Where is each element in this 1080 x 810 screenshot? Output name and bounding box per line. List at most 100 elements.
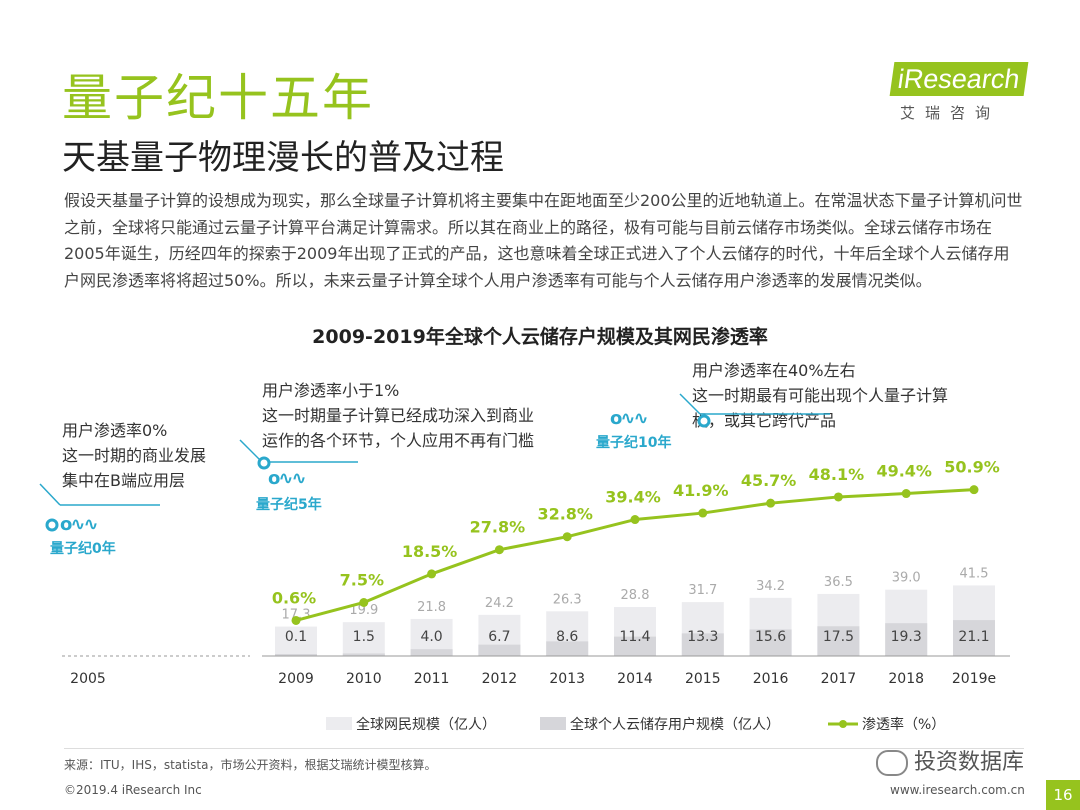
bar-label-internet: 24.2: [485, 596, 514, 611]
x-tick-label: 2010: [346, 671, 382, 687]
bar-label-internet: 26.3: [553, 592, 582, 607]
page-number: 16: [1046, 780, 1080, 810]
watermark-text: 投资数据库: [914, 750, 1025, 775]
bar-label-cloud: 15.6: [755, 629, 786, 645]
wave-icon: o∿∿: [60, 514, 99, 535]
bar-label-cloud: 17.5: [823, 629, 854, 645]
annotation-line: 这一时期最有可能出现个人量子计算: [692, 386, 949, 405]
bar-cloud-users: [275, 654, 317, 656]
bar-label-cloud: 4.0: [420, 629, 442, 645]
x-tick-label: 2014: [617, 671, 653, 687]
bar-label-cloud: 19.3: [891, 629, 922, 645]
rate-label: 48.1%: [809, 465, 865, 484]
rate-point: [766, 498, 776, 508]
rate-point: [630, 515, 640, 525]
rate-point: [291, 615, 301, 625]
rate-label: 39.4%: [605, 488, 661, 507]
bar-label-internet: 34.2: [756, 579, 785, 594]
axis-layer: 2005 2009 2010 2011 2012 2013 2014 2015 2016 2017…: [62, 655, 1010, 687]
x-tick-label: 2019e: [952, 671, 996, 687]
bar-cloud-users: [478, 644, 521, 656]
rate-label: 18.5%: [402, 542, 458, 561]
annotation-line: 用户渗透率0%: [62, 421, 168, 440]
bar-label-cloud: 6.7: [488, 629, 510, 645]
x-tick-label: 2018: [888, 671, 924, 687]
annotation-line: 机，或其它跨代产品: [692, 411, 837, 430]
watermark: 投资数据库: [876, 744, 1024, 776]
bar-label-cloud: 0.1: [285, 629, 307, 645]
annotation-q5: 用户渗透率小于1% 这一时期量子计算已经成功深入到商业 运作的各个环节，个人应用…: [262, 378, 534, 453]
rate-point: [833, 492, 843, 502]
rate-point: [969, 485, 979, 495]
annotation-dots: [45, 414, 711, 532]
page-title: 量子纪十五年: [62, 69, 374, 127]
bar-layer: 17.30.119.91.521.84.024.26.726.38.628.81…: [275, 566, 995, 656]
annotation-line: 这一时期的商业发展: [62, 446, 207, 465]
bar-label-cloud: 21.1: [958, 629, 989, 645]
x-tick-label: 2011: [414, 671, 450, 687]
intro-paragraph: 假设天基量子计算的设想成为现实，那么全球量子计算机将主要集中在距地面至少200公…: [64, 191, 1023, 290]
x-tick-label: 2017: [821, 671, 857, 687]
legend-swatch-cloud: [540, 717, 566, 730]
legend: 全球网民规模（亿人） 全球个人云储存用户规模（亿人） 渗透率（%）: [326, 716, 945, 733]
wave-icon: o∿∿: [610, 408, 649, 429]
rate-point: [427, 569, 437, 579]
wechat-icon: [876, 750, 908, 776]
annotation-line: 用户渗透率在40%左右: [692, 361, 856, 380]
rate-label: 41.9%: [673, 481, 729, 500]
bar-cloud-users: [681, 633, 724, 656]
logo-sub-text: 艾瑞咨询: [900, 104, 1001, 122]
legend-label-cloud: 全球个人云储存用户规模（亿人）: [570, 716, 780, 733]
legend-swatch-internet: [326, 717, 352, 730]
logo: iResearch 艾瑞咨询: [889, 62, 1042, 123]
rate-label: 27.8%: [470, 518, 526, 537]
annotation-line: 用户渗透率小于1%: [262, 381, 400, 400]
legend-label-rate: 渗透率（%）: [862, 716, 945, 733]
bar-cloud-users: [410, 649, 453, 656]
bar-label-internet: 39.0: [892, 571, 921, 586]
annotation-line: 运作的各个环节，个人应用不再有门槛: [262, 431, 535, 450]
page-subtitle: 天基量子物理漫长的普及过程: [62, 138, 504, 178]
annotation-q0: 用户渗透率0% 这一时期的商业发展 集中在B端应用层: [62, 418, 206, 493]
bar-label-internet: 28.8: [621, 588, 650, 603]
quantum-label-q0: 量子纪0年: [50, 541, 116, 557]
bar-label-internet: 31.7: [688, 583, 717, 598]
x-tick-label: 2016: [753, 671, 789, 687]
bar-cloud-users: [342, 653, 385, 656]
bar-cloud-users: [614, 636, 656, 656]
annotation-line: 集中在B端应用层: [62, 471, 185, 490]
connector-line: [679, 393, 701, 415]
rate-point: [359, 598, 369, 607]
bar-cloud-users: [817, 626, 860, 656]
bar-cloud-users: [885, 623, 928, 656]
x-tick-label: 2015: [685, 671, 721, 687]
bar-label-cloud: 11.4: [619, 629, 650, 645]
rate-label: 50.9%: [944, 458, 1000, 477]
quantum-label-q10: 量子纪10年: [596, 435, 672, 451]
bar-cloud-users: [953, 620, 995, 656]
bar-label-cloud: 8.6: [556, 629, 578, 645]
rate-point: [562, 532, 572, 542]
rate-label: 0.6%: [272, 588, 316, 607]
wave-icon: o∿∿: [268, 468, 307, 489]
bar-label-internet: 41.5: [960, 566, 989, 581]
annotation-line: 这一时期量子计算已经成功深入到商业: [262, 406, 535, 425]
rate-point: [901, 489, 911, 499]
chart-title: 2009-2019年全球个人云储存户规模及其网民渗透率: [312, 326, 768, 348]
connector-line: [239, 439, 263, 463]
legend-label-internet: 全球网民规模（亿人）: [356, 716, 496, 733]
bar-label-internet: 36.5: [824, 575, 853, 590]
line-layer: 0.6% 7.5% 18.5% 27.8% 32.8% 39.4% 41.9% 45.7% 48…: [272, 458, 1000, 625]
bar-label-internet: 21.8: [417, 600, 446, 615]
bar-cloud-users: [546, 641, 589, 656]
footer-divider: [64, 748, 1024, 749]
rate-point: [698, 508, 708, 518]
source-note: 来源：ITU，IHS，statista，市场公开资料，根据艾瑞统计模型核算。: [64, 758, 437, 772]
rate-label: 49.4%: [876, 462, 932, 481]
x-tick-label: 2009: [278, 671, 314, 687]
annotation-q10: 用户渗透率在40%左右 这一时期最有可能出现个人量子计算 机，或其它跨代产品: [692, 358, 948, 433]
bar-label-internet: 19.9: [349, 603, 378, 618]
x-tick-label: 2013: [549, 671, 585, 687]
bar-internet-users: [275, 626, 317, 656]
rate-label: 7.5%: [340, 571, 384, 590]
